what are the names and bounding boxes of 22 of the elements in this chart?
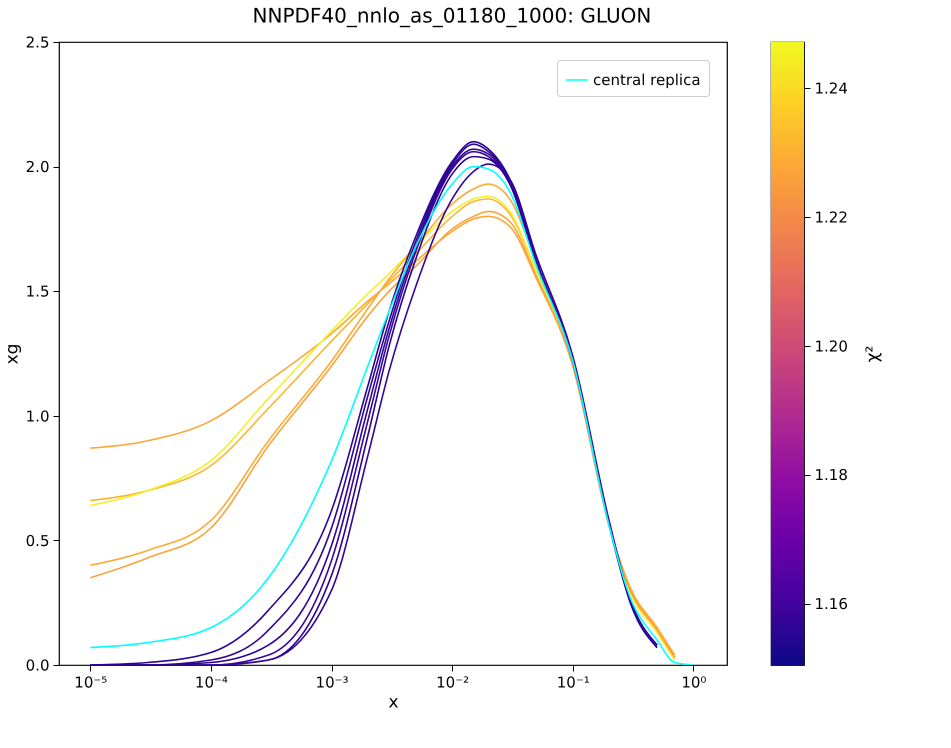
y-tick-label: 1.5 <box>26 282 50 301</box>
y-tick-label: 0.0 <box>26 656 50 674</box>
x-axis-title: x <box>388 692 399 712</box>
legend-label: central replica <box>593 71 701 89</box>
color-bar-label: 1.16 <box>814 595 848 614</box>
color-bar-label: 1.24 <box>814 79 848 98</box>
y-tick-label: 0.5 <box>26 532 50 550</box>
y-axis-title: xg <box>2 344 23 364</box>
chart-title: NNPDF40_nnlo_as_01180_1000: GLUON <box>252 3 652 28</box>
x-tick-label: 10⁻⁵ <box>74 674 108 692</box>
color-bar-label: 1.18 <box>814 466 848 484</box>
color-bar-title: χ² <box>862 346 883 362</box>
y-tick-label: 1.0 <box>26 407 50 426</box>
x-tick-label: 10⁰ <box>681 674 706 692</box>
color-bar-label: 1.22 <box>814 208 848 226</box>
x-tick-label: 10⁻¹ <box>556 674 590 692</box>
color-bar-label: 1.20 <box>814 337 848 356</box>
y-tick-label: 2.0 <box>26 158 50 176</box>
x-tick-label: 10⁻² <box>436 674 470 692</box>
x-tick-label: 10⁻³ <box>316 674 349 692</box>
x-tick-label: 10⁻⁴ <box>194 674 228 692</box>
y-tick-label: 2.5 <box>26 34 50 52</box>
